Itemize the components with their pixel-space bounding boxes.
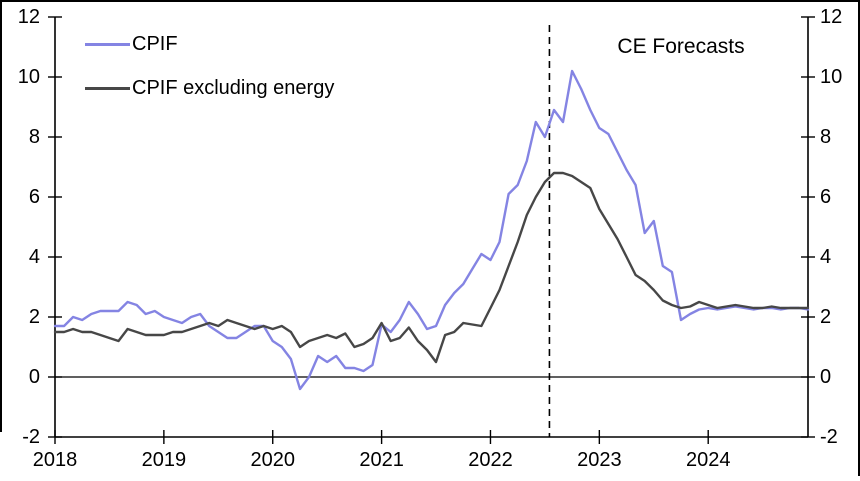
y-axis-label-right: 10 (820, 66, 843, 88)
left-border (0, 0, 2, 432)
series-line-0 (53, 69, 810, 391)
x-axis-label: 2022 (468, 449, 513, 471)
top-border (0, 0, 860, 2)
y-axis-label-left: 12 (17, 6, 40, 28)
x-axis-label: 2020 (250, 449, 295, 471)
y-axis-label-right: 2 (820, 306, 832, 328)
cpif-ex-energy-line-swatch (85, 87, 130, 90)
forecast-annotation: CE Forecasts (617, 35, 745, 58)
y-axis-label-right: 4 (820, 246, 832, 268)
x-axis-label: 2018 (32, 449, 78, 471)
legend-item-cpif: CPIF (85, 33, 178, 56)
x-axis-label: 2024 (685, 449, 731, 471)
legend-item-cpif-ex-energy: CPIF excluding energy (85, 77, 334, 100)
y-axis-label-left: -2 (22, 426, 40, 448)
y-axis-label-left: 2 (28, 306, 40, 328)
y-axis-label-left: 4 (28, 246, 40, 268)
y-axis-label-right: -2 (820, 426, 838, 448)
y-axis-label-right: 8 (820, 126, 832, 148)
y-axis-label-left: 6 (28, 186, 40, 208)
y-axis-label-right: 6 (820, 186, 832, 208)
y-axis-label-right: 0 (820, 366, 832, 388)
legend-label-cpif-ex-energy: CPIF excluding energy (132, 77, 335, 99)
x-axis-label: 2023 (577, 449, 622, 471)
y-axis-label-left: 10 (17, 66, 40, 88)
right-border (858, 0, 860, 476)
x-axis-label: 2021 (359, 449, 404, 471)
legend-label-cpif: CPIF (132, 33, 178, 55)
y-axis-label-right: 12 (820, 6, 843, 28)
y-axis-label-left: 8 (28, 126, 40, 148)
series-line-1 (53, 171, 810, 364)
y-axis-label-left: 0 (28, 366, 40, 388)
x-axis-label: 2019 (141, 449, 187, 471)
cpif-line-swatch (85, 43, 130, 46)
